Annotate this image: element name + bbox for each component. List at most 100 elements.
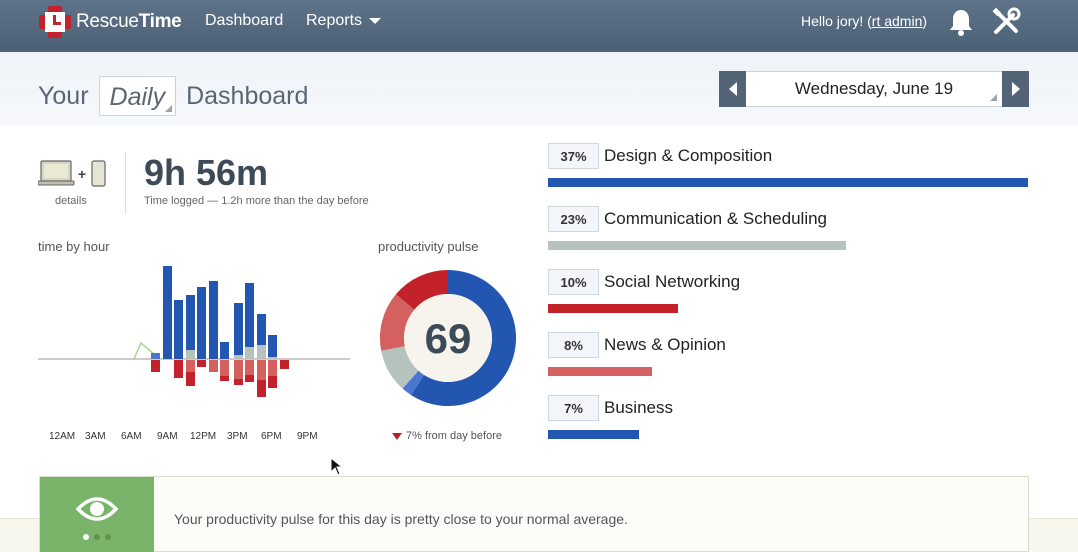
arrow-down-icon bbox=[392, 432, 402, 440]
hour-bar-productive bbox=[268, 357, 277, 359]
hour-bar-distracting bbox=[186, 372, 195, 386]
hour-bar-distracting bbox=[220, 376, 229, 381]
category-name: Business bbox=[604, 398, 673, 417]
date-navigator: Wednesday, June 19 bbox=[719, 71, 1029, 107]
hour-bar-distracting bbox=[209, 360, 218, 372]
category-item[interactable]: 23% Communication & Scheduling bbox=[548, 206, 1028, 250]
hour-bar-distracting bbox=[234, 360, 243, 379]
category-item[interactable]: 7% Business bbox=[548, 395, 1028, 439]
tools-icon[interactable] bbox=[991, 7, 1021, 37]
hour-bar-productive bbox=[186, 295, 195, 350]
page-title: Your Daily Dashboard bbox=[38, 76, 308, 116]
hour-axis-ticks: 12AM 3AM 6AM 9AM 12PM 3PM 6PM 9PM bbox=[38, 431, 350, 445]
category-item[interactable]: 37% Design & Composition bbox=[548, 143, 1028, 187]
hour-bar-productive bbox=[174, 300, 183, 359]
chevron-right-icon bbox=[1011, 82, 1020, 96]
hour-bar-productive bbox=[234, 355, 243, 359]
category-percent: 10% bbox=[548, 269, 599, 295]
chevron-left-icon bbox=[728, 82, 737, 96]
hour-bar-productive bbox=[268, 335, 277, 357]
hour-tick-label: 9PM bbox=[297, 431, 318, 442]
productivity-pulse-donut[interactable]: 69 bbox=[378, 268, 518, 408]
category-bar bbox=[548, 304, 678, 313]
summary-divider bbox=[125, 152, 126, 214]
devices-icon: + bbox=[37, 160, 106, 187]
donut-segment-productive bbox=[402, 370, 425, 396]
hour-bar-distracting bbox=[257, 380, 266, 397]
hour-tick-label: 3AM bbox=[85, 431, 106, 442]
time-logged-comparison: Time logged — 1.2h more than the day bef… bbox=[144, 195, 369, 207]
insight-text: Your productivity pulse for this day is … bbox=[174, 511, 628, 527]
pager-dot[interactable] bbox=[94, 534, 100, 540]
pager-dot[interactable] bbox=[83, 534, 89, 540]
user-greeting: Hello jory! (rt admin) bbox=[801, 13, 928, 29]
next-day-button[interactable] bbox=[1002, 71, 1029, 107]
category-name: Social Networking bbox=[604, 272, 741, 291]
hour-bar-distracting bbox=[234, 379, 243, 385]
hour-tick-label: 3PM bbox=[227, 431, 248, 442]
pulse-change: 7% from day before bbox=[392, 430, 502, 442]
hour-bar-productive bbox=[257, 314, 266, 345]
bell-icon[interactable] bbox=[948, 8, 974, 36]
hour-bar-distracting bbox=[280, 360, 289, 369]
insight-icon-panel bbox=[40, 477, 154, 552]
period-selector-value: Daily bbox=[109, 83, 166, 111]
hour-bar-productive bbox=[234, 303, 243, 355]
hour-tick-label: 12PM bbox=[190, 431, 217, 442]
pulse-change-text: 7% from day before bbox=[406, 430, 502, 442]
hour-bar-productive bbox=[245, 283, 254, 347]
dropdown-corner-icon bbox=[165, 105, 173, 112]
category-bar bbox=[548, 367, 652, 376]
hour-bar-distracting bbox=[268, 360, 277, 376]
hour-bar-productive bbox=[186, 350, 195, 359]
hour-tick-label: 12AM bbox=[49, 431, 76, 442]
time-by-hour-label: time by hour bbox=[38, 239, 110, 254]
pager-dot[interactable] bbox=[105, 534, 111, 540]
previous-day-button[interactable] bbox=[719, 71, 746, 107]
nav-dashboard-link[interactable]: Dashboard bbox=[205, 12, 284, 29]
nav-reports-menu[interactable]: Reports bbox=[306, 12, 382, 30]
hour-bar-productive bbox=[245, 347, 254, 359]
category-bar bbox=[548, 430, 639, 439]
mouse-cursor-icon bbox=[330, 457, 344, 476]
eye-icon bbox=[75, 497, 119, 540]
devices-details-link[interactable]: + bbox=[37, 160, 108, 195]
hour-bar-distracting bbox=[220, 360, 229, 376]
category-item[interactable]: 8% News & Opinion bbox=[548, 332, 1028, 376]
hour-bar-distracting bbox=[245, 375, 254, 382]
date-picker-value: Wednesday, June 19 bbox=[794, 79, 954, 98]
donut-segment-very-productive bbox=[410, 270, 517, 406]
donut-segment-distracting bbox=[379, 294, 415, 351]
details-label: details bbox=[55, 195, 87, 207]
category-name: News & Opinion bbox=[604, 335, 726, 354]
title-your: Your bbox=[38, 81, 89, 110]
hour-bar-distracting bbox=[186, 360, 195, 372]
category-percent: 37% bbox=[548, 143, 599, 169]
hour-bar-distracting bbox=[197, 360, 206, 367]
date-picker[interactable]: Wednesday, June 19 bbox=[746, 71, 1002, 107]
donut-segment-very-distracting bbox=[395, 270, 448, 310]
logo[interactable]: RescueTime bbox=[38, 5, 182, 39]
hour-bar-distracting bbox=[257, 360, 266, 380]
hour-bar-productive bbox=[197, 287, 206, 359]
hour-bars bbox=[151, 266, 289, 397]
category-percent: 8% bbox=[548, 332, 599, 358]
total-time-logged: 9h 56m bbox=[144, 152, 269, 193]
category-percent: 7% bbox=[548, 395, 599, 421]
hour-bar-distracting bbox=[245, 360, 254, 375]
user-role-link[interactable]: rt admin bbox=[871, 13, 923, 29]
top-nav-bar: RescueTime Dashboard Reports Hello jory!… bbox=[0, 0, 1078, 52]
nav-reports-label: Reports bbox=[306, 12, 363, 29]
donut-center bbox=[404, 294, 492, 382]
hour-bar-distracting bbox=[268, 376, 277, 388]
category-bar bbox=[548, 178, 1028, 187]
donut-segment-neutral bbox=[381, 346, 419, 389]
category-item[interactable]: 10% Social Networking bbox=[548, 269, 1028, 313]
hour-bar-productive bbox=[257, 345, 266, 359]
svg-text:+: + bbox=[78, 166, 86, 182]
period-selector[interactable]: Daily bbox=[98, 76, 177, 116]
category-name: Communication & Scheduling bbox=[604, 209, 828, 228]
dropdown-corner-icon bbox=[990, 94, 997, 101]
time-by-hour-chart[interactable] bbox=[38, 256, 350, 408]
hour-bar-productive bbox=[151, 353, 160, 359]
